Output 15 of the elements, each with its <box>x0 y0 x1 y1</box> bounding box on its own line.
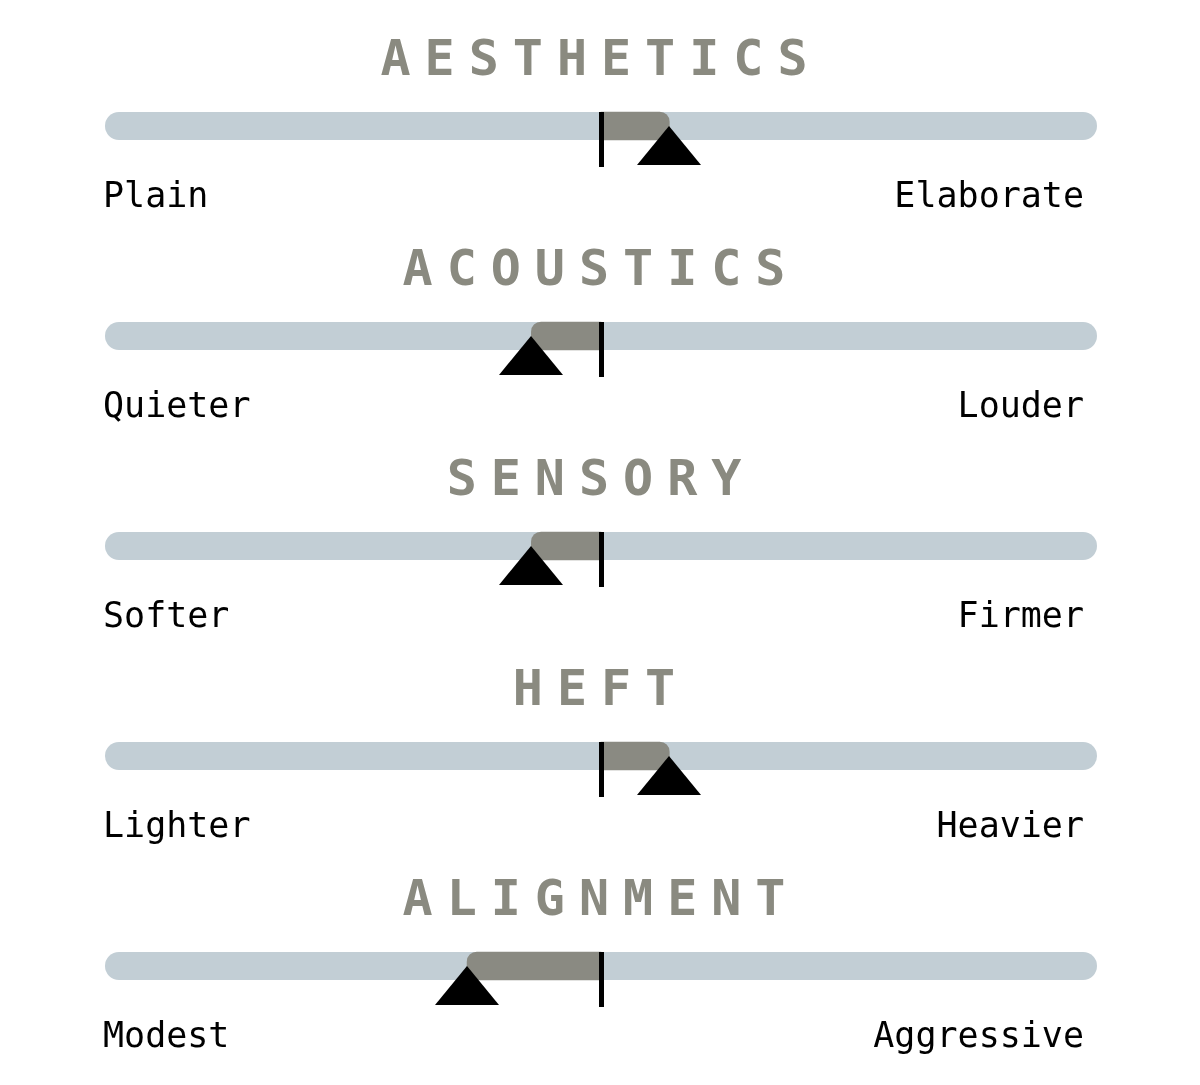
text: Lighter <box>103 804 251 845</box>
text: Heavier <box>936 804 1084 845</box>
text: Quieter <box>103 384 251 425</box>
y-tick-label: HEFT <box>512 659 690 717</box>
text: Louder <box>957 384 1084 425</box>
text: Softer <box>103 594 230 635</box>
text: Elaborate <box>894 174 1084 215</box>
y-tick-label: ALIGNMENT <box>402 869 800 927</box>
y-tick-label: AESTHETICS <box>380 29 822 87</box>
text: Firmer <box>957 594 1084 635</box>
y-tick-label: SENSORY <box>446 449 756 507</box>
text: Plain <box>103 174 209 215</box>
text: Modest <box>103 1014 230 1055</box>
text: Aggressive <box>873 1014 1084 1055</box>
y-tick-label: ACOUSTICS <box>402 239 800 297</box>
